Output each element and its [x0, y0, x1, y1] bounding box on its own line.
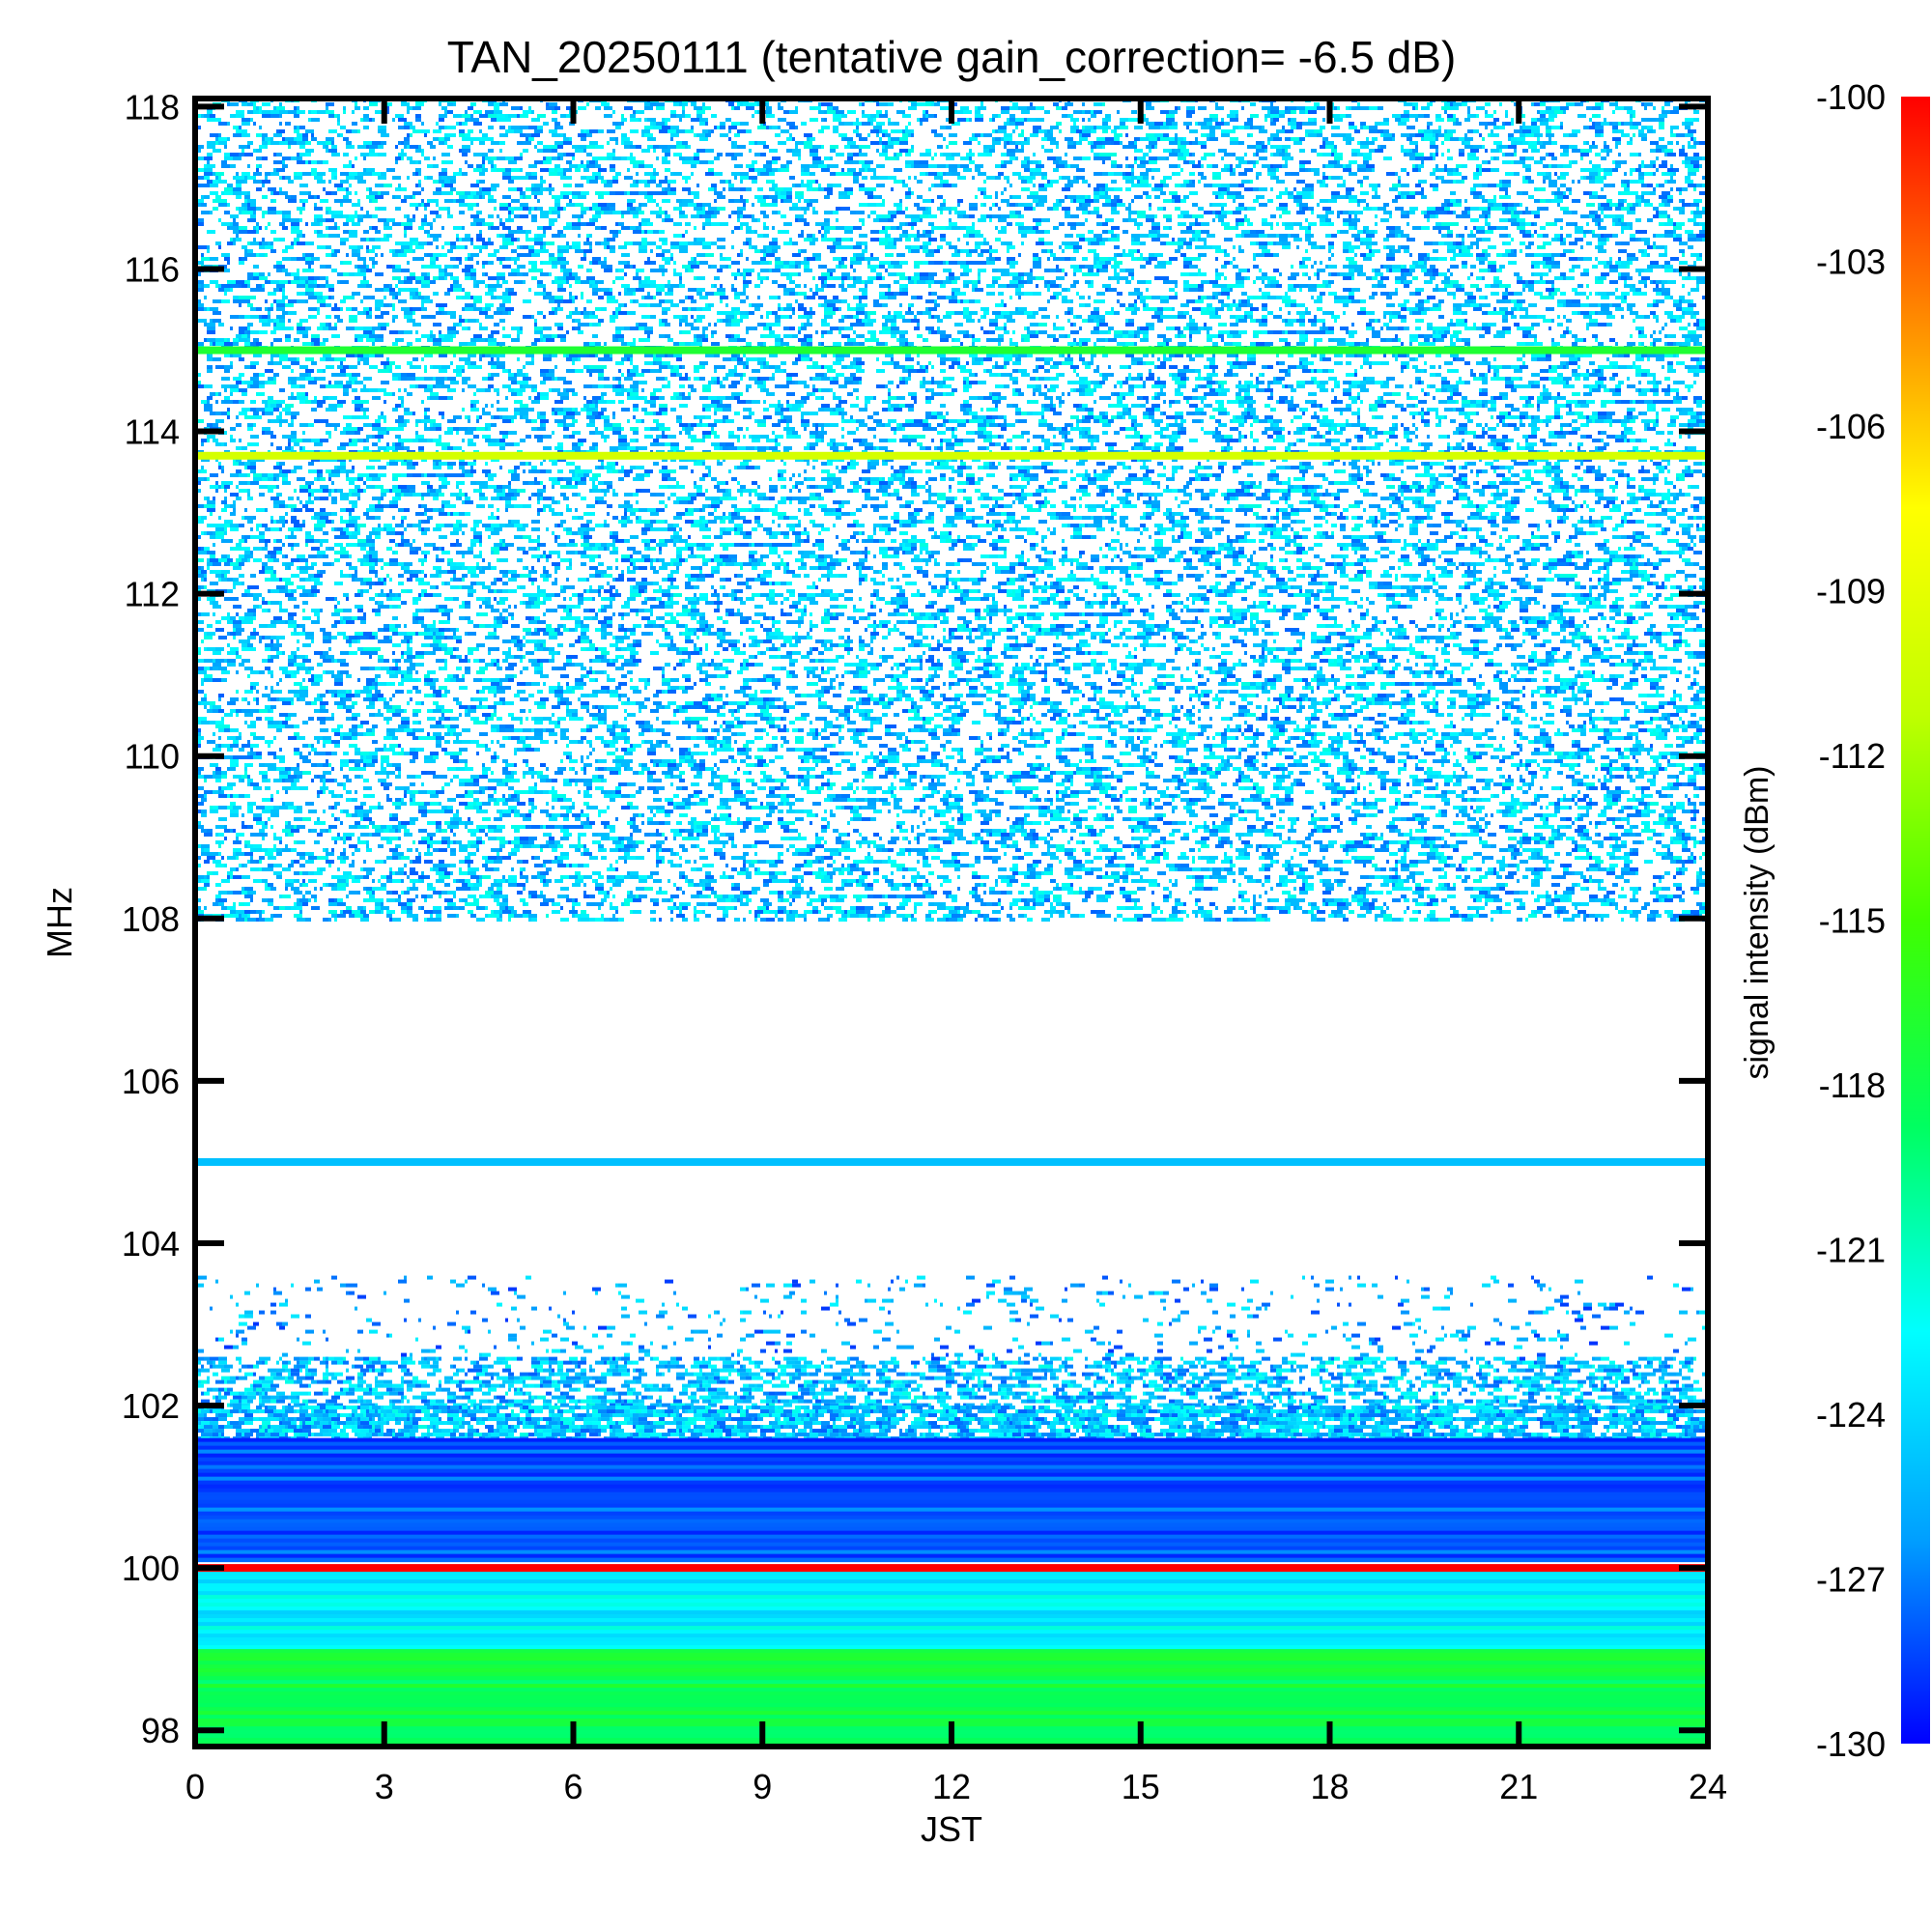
colorbar-tick-label: -115 — [1819, 901, 1886, 941]
y-tick-label: 116 — [125, 249, 180, 289]
signal-line — [195, 347, 1708, 355]
x-tick-label: 24 — [1689, 1767, 1727, 1806]
colorbar-tick-label: -124 — [1816, 1395, 1886, 1435]
chart-title: TAN_20250111 (tentative gain_correction=… — [447, 32, 1457, 82]
x-tick-label: 15 — [1122, 1767, 1160, 1806]
signal-line — [195, 452, 1708, 460]
colorbar-tick-label: -100 — [1816, 77, 1886, 117]
x-tick-label: 9 — [753, 1767, 772, 1806]
x-axis-label: JST — [921, 1809, 982, 1849]
colorbar-label: signal intensity (dBm) — [1739, 765, 1776, 1079]
colorbar-tick-label: -118 — [1819, 1065, 1886, 1105]
x-tick-label: 18 — [1310, 1767, 1349, 1806]
y-tick-label: 114 — [125, 412, 180, 452]
signal-line — [195, 1564, 1708, 1572]
noise-band — [195, 1438, 1708, 1563]
x-tick-label: 6 — [563, 1767, 582, 1806]
y-tick-label: 100 — [122, 1548, 180, 1588]
signal-line — [195, 1158, 1708, 1166]
colorbar-tick-label: -103 — [1816, 242, 1886, 282]
y-tick-label: 118 — [125, 87, 180, 127]
x-tick-label: 21 — [1499, 1767, 1538, 1806]
y-tick-label: 110 — [125, 737, 180, 777]
y-tick-label: 104 — [122, 1224, 180, 1264]
y-tick-label: 108 — [122, 899, 180, 939]
colorbar-tick-label: -130 — [1816, 1724, 1886, 1764]
colorbar-tick-label: -121 — [1816, 1231, 1886, 1270]
y-tick-label: 112 — [125, 575, 180, 614]
y-tick-label: 102 — [122, 1386, 180, 1426]
colorbar-tick-label: -112 — [1819, 736, 1886, 776]
colorbar — [1901, 97, 1930, 1744]
y-tick-label: 98 — [141, 1711, 180, 1750]
y-tick-label: 106 — [122, 1062, 180, 1101]
x-tick-label: 3 — [375, 1767, 394, 1806]
colorbar-tick-label: -127 — [1816, 1560, 1886, 1600]
y-axis-label: MHz — [40, 887, 79, 958]
x-tick-label: 12 — [932, 1767, 971, 1806]
colorbar-ticks: -100 -103 -106 -109 -112 -115 -118 -121 -124 -127… — [1816, 77, 1886, 1764]
noise-band — [195, 1568, 1708, 1654]
x-tick-label: 0 — [185, 1767, 205, 1806]
colorbar-tick-label: -106 — [1816, 407, 1886, 446]
colorbar-tick-label: -109 — [1816, 572, 1886, 611]
